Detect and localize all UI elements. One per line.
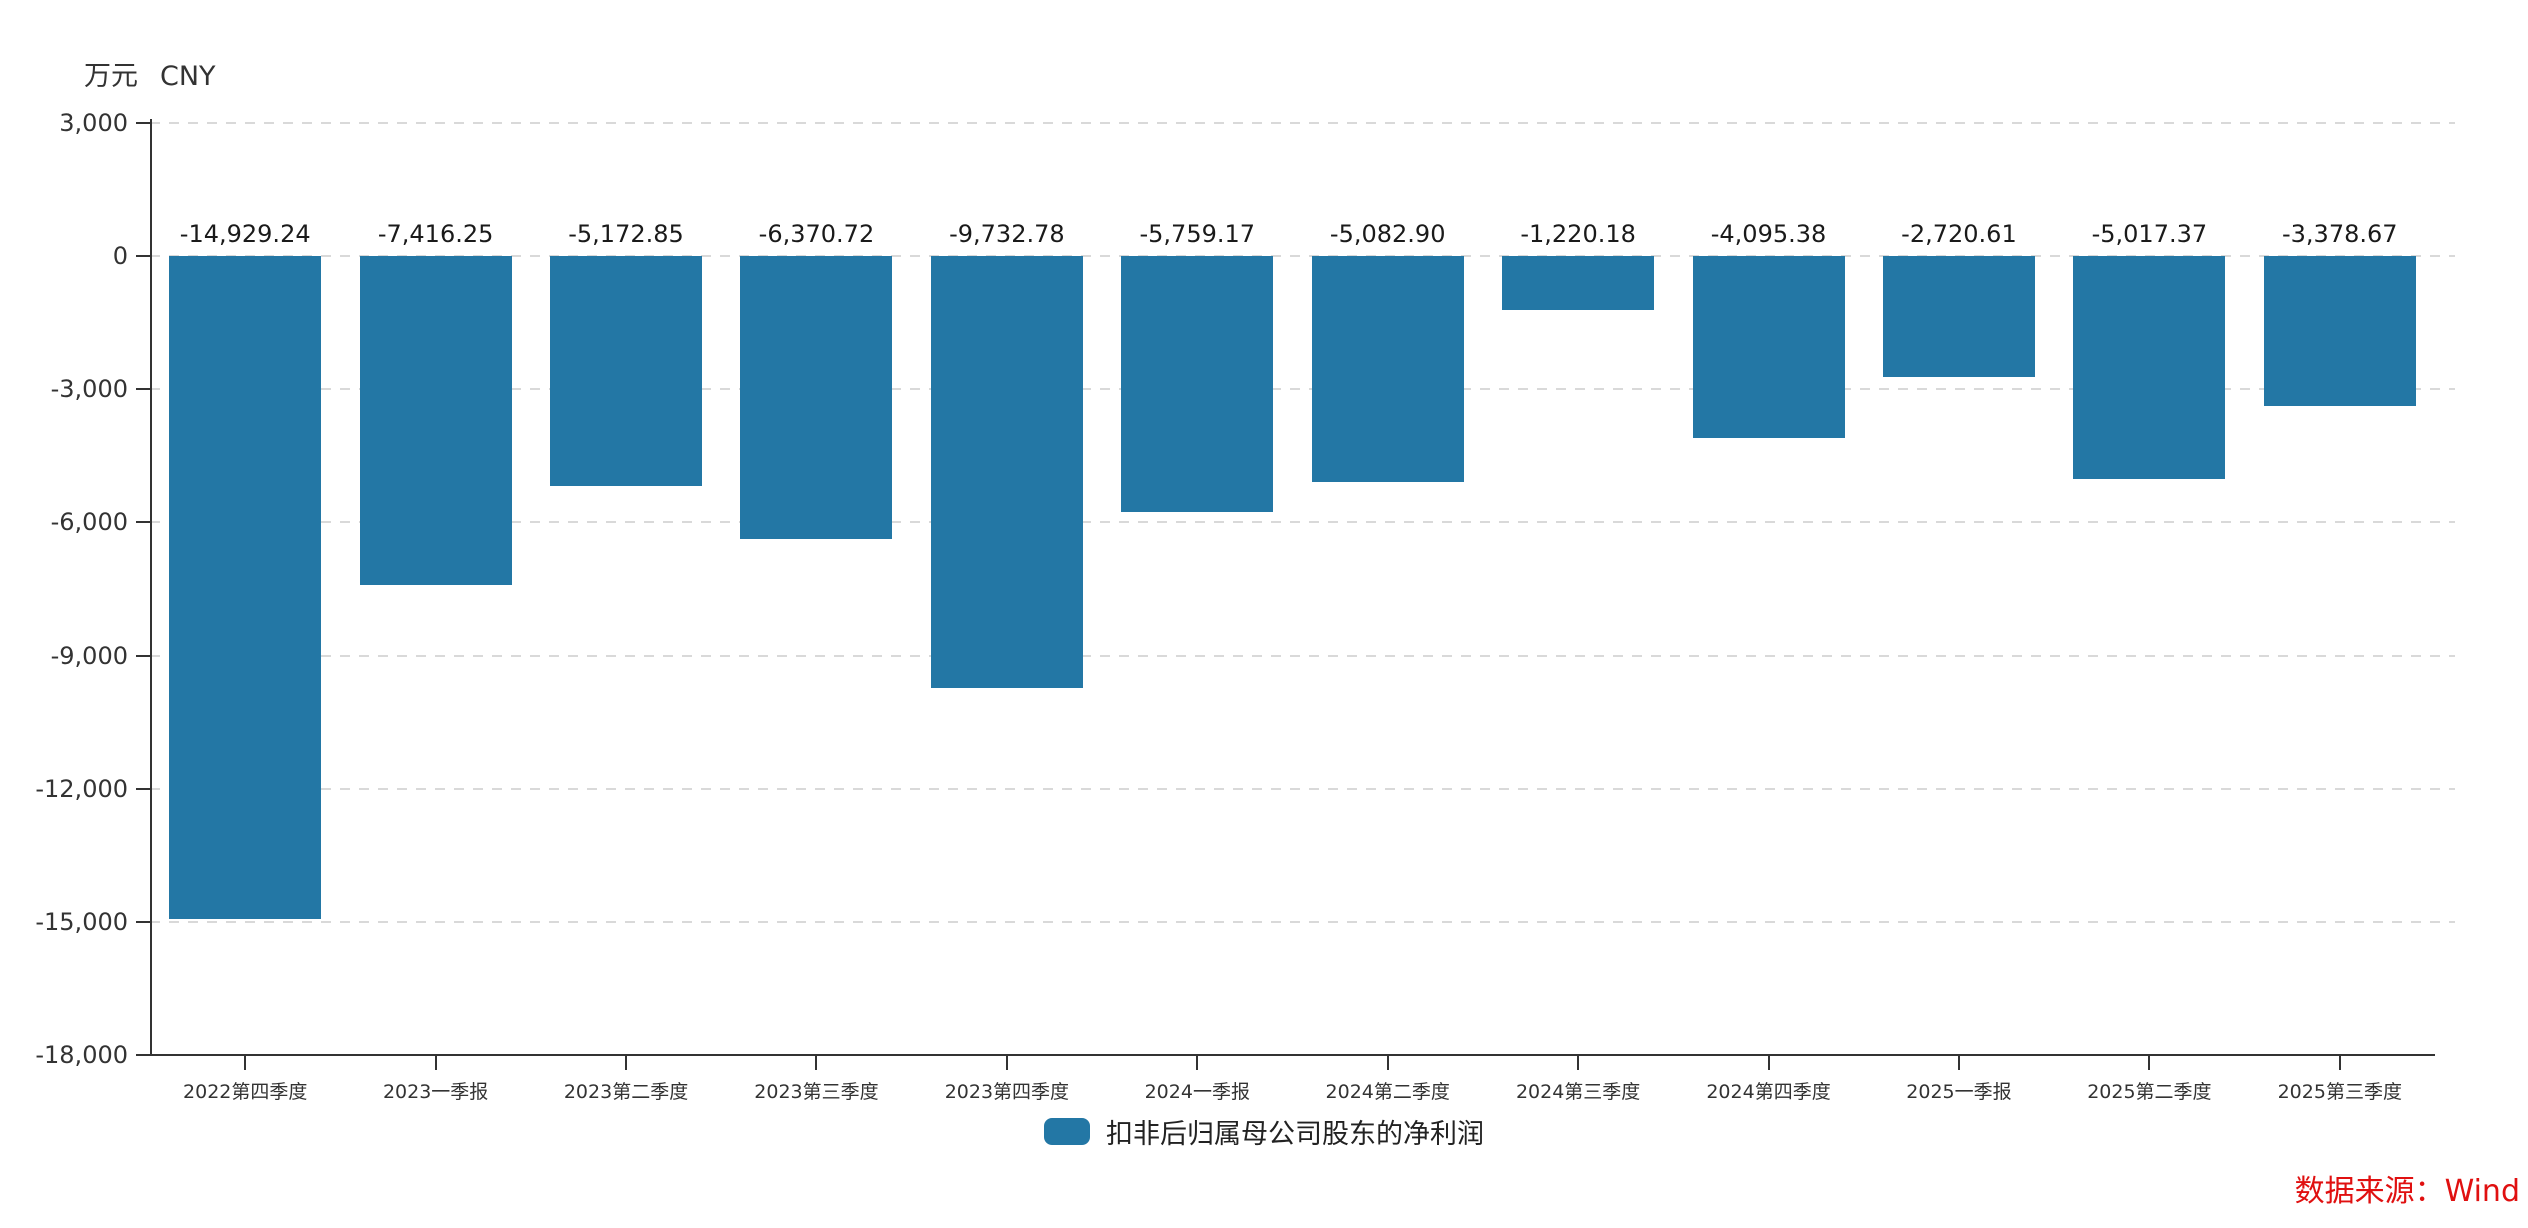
bar-value-label: -7,416.25: [377, 220, 494, 249]
y-axis-tick: [136, 388, 150, 391]
y-axis-tick-label: -15,000: [35, 907, 128, 936]
gridline: [150, 654, 2455, 657]
bar-value-label: -3,378.67: [2282, 220, 2398, 249]
legend-swatch[interactable]: [1044, 1118, 1090, 1145]
y-axis-tick-label: -6,000: [50, 508, 128, 537]
x-axis-tick: [1386, 1056, 1389, 1070]
bar[interactable]: [1502, 256, 1655, 311]
y-axis-tick: [136, 1054, 150, 1056]
y-axis-tick: [136, 255, 150, 258]
bar[interactable]: [1692, 256, 1845, 438]
y-axis-tick-label: -18,000: [35, 1041, 128, 1069]
gridline: [150, 787, 2455, 790]
x-axis-tick: [434, 1056, 437, 1070]
bar-value-label: -5,017.37: [2091, 220, 2208, 249]
bar-value-label: -1,220.18: [1520, 220, 1636, 249]
gridline: [150, 255, 2455, 258]
y-axis-unit-en: CNY: [160, 61, 216, 92]
gridline: [150, 920, 2455, 923]
bar[interactable]: [1121, 256, 1274, 512]
x-axis-tick-label: 2025第三季度: [2277, 1081, 2402, 1103]
legend[interactable]: 扣非后归属母公司股东的净利润: [0, 1112, 2528, 1151]
x-axis-tick-label: 2024一季报: [1144, 1081, 1250, 1103]
y-axis-tick: [136, 654, 150, 657]
bar-value-label: -5,172.85: [568, 220, 684, 249]
y-axis-tick-label: 0: [112, 242, 128, 271]
x-axis-tick-label: 2023第二季度: [563, 1081, 689, 1103]
bar-value-label: -2,720.61: [1901, 220, 2017, 249]
gridline: [150, 122, 2455, 124]
bar[interactable]: [1311, 256, 1464, 482]
bar-value-label: -4,095.38: [1710, 220, 1827, 249]
bar-value-label: -9,732.78: [949, 220, 1065, 249]
legend-label: 扣非后归属母公司股东的净利润: [1106, 1119, 1484, 1150]
y-axis-tick: [136, 521, 150, 524]
x-axis-tick: [1957, 1056, 1960, 1070]
bar[interactable]: [2263, 256, 2416, 407]
y-axis-tick-label: -9,000: [50, 641, 128, 670]
x-axis-tick: [1767, 1056, 1770, 1070]
x-axis-tick-label: 2023第三季度: [754, 1081, 879, 1103]
x-axis-tick: [625, 1056, 628, 1070]
x-axis-tick-label: 2022第四季度: [183, 1081, 308, 1103]
x-axis-tick: [815, 1056, 818, 1070]
x-axis-tick-label: 2023第四季度: [944, 1081, 1070, 1103]
y-axis-line: [150, 119, 152, 1056]
x-axis-tick: [1577, 1056, 1580, 1070]
bar-value-label: -14,929.24: [179, 220, 311, 249]
x-axis-tick: [2148, 1056, 2151, 1070]
y-axis-tick-label: 3,000: [59, 109, 128, 137]
x-axis-tick: [2338, 1056, 2341, 1070]
gridline: [150, 388, 2455, 391]
x-axis-tick: [244, 1056, 247, 1070]
bar-value-label: -5,082.90: [1329, 220, 1446, 249]
bar[interactable]: [930, 256, 1083, 689]
x-axis-line: [150, 1054, 2435, 1056]
bar[interactable]: [169, 256, 322, 919]
y-axis-unit-label: 万元 CNY: [84, 54, 216, 93]
bar-value-label: -6,370.72: [758, 220, 875, 249]
gridline: [150, 521, 2455, 524]
x-axis-tick-label: 2023一季报: [382, 1081, 489, 1103]
x-axis-tick: [1196, 1056, 1199, 1070]
y-axis-tick: [136, 920, 150, 923]
x-axis-tick-label: 2024第四季度: [1706, 1081, 1831, 1103]
bar[interactable]: [359, 256, 512, 586]
y-axis-tick-label: -3,000: [50, 375, 128, 404]
bar[interactable]: [2073, 256, 2226, 479]
bar[interactable]: [1882, 256, 2035, 377]
data-source-label: 数据来源：Wind: [2294, 1174, 2520, 1209]
y-axis-tick-label: -12,000: [35, 774, 128, 803]
y-axis-tick: [136, 787, 150, 790]
bar[interactable]: [550, 256, 703, 486]
x-axis-tick-label: 2025一季报: [1906, 1081, 2012, 1103]
bar[interactable]: [740, 256, 893, 539]
x-axis-tick-label: 2024第三季度: [1515, 1081, 1641, 1103]
bar-value-label: -5,759.17: [1139, 220, 1256, 249]
y-axis-tick: [136, 122, 150, 124]
y-axis-unit-cn: 万元: [84, 61, 138, 92]
x-axis-tick-label: 2025第二季度: [2087, 1081, 2212, 1103]
x-axis-tick: [1005, 1056, 1008, 1070]
x-axis-tick-label: 2024第二季度: [1325, 1081, 1450, 1103]
